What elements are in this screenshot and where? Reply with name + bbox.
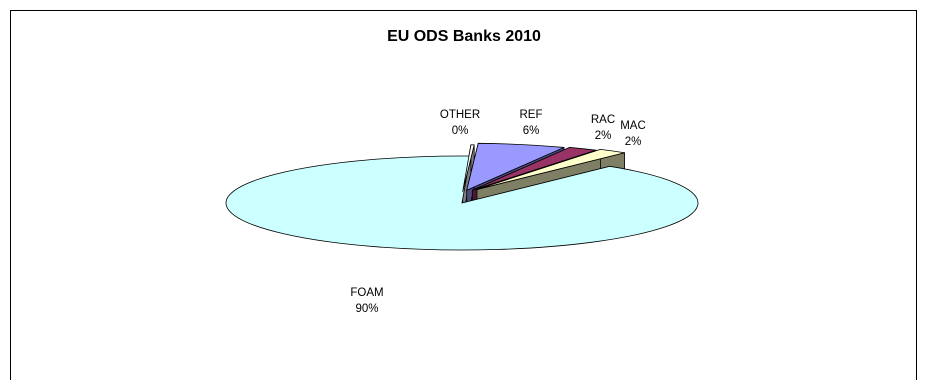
slice-other xyxy=(462,144,475,192)
chart-title: EU ODS Banks 2010 xyxy=(387,28,541,45)
pie-tops xyxy=(225,142,699,251)
slice-label-ref: REF 6% xyxy=(520,109,543,137)
slice-label-rac: RAC 2% xyxy=(591,114,615,142)
slice-label-foam: FOAM 90% xyxy=(350,287,383,315)
slice-foam xyxy=(225,155,699,251)
slice-mac xyxy=(476,148,625,190)
pie-labels: FOAM 90% OTHER 0% REF 6% RAC 2%MAC 2% xyxy=(350,109,645,315)
slice-label-mac: MAC 2% xyxy=(620,120,646,148)
chart-area-border xyxy=(10,10,917,380)
slice-ref xyxy=(466,142,565,191)
slice-label-other: OTHER 0% xyxy=(440,109,480,137)
slice-rac xyxy=(472,147,596,191)
